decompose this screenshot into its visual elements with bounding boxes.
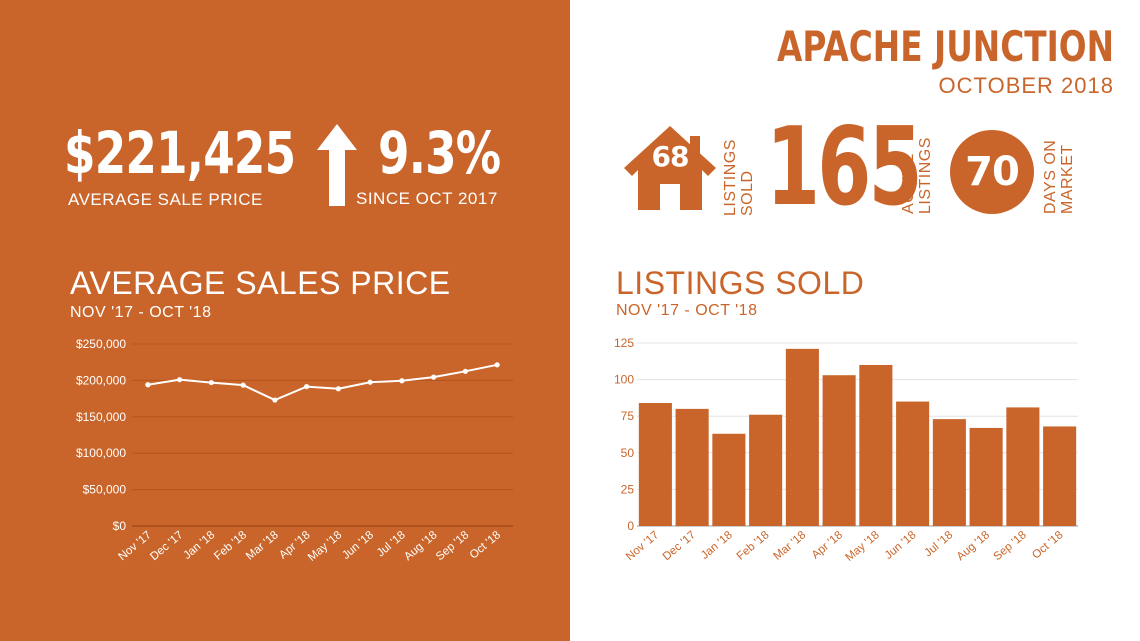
price-point xyxy=(462,368,468,374)
x-tick-label: Jan '18 xyxy=(699,529,735,562)
listings-sold-label: LISTINGS SOLD xyxy=(722,139,756,216)
listings-bar xyxy=(896,401,930,526)
x-tick-label: Aug '18 xyxy=(402,529,439,563)
price-chart-subtitle: NOV '17 - OCT '18 xyxy=(70,304,212,321)
y-tick-label: $50,000 xyxy=(83,483,127,497)
price-point xyxy=(272,397,278,403)
x-tick-label: Dec '17 xyxy=(148,529,185,563)
y-tick-label: 125 xyxy=(614,336,634,350)
price-point xyxy=(399,378,405,384)
listings-sold-value: 68 xyxy=(651,140,690,173)
listings-bar xyxy=(1043,426,1077,526)
x-tick-label: Nov '17 xyxy=(116,529,153,563)
y-tick-label: 25 xyxy=(621,482,635,496)
listings-sold-chart: 0 25 50 75 100 125 Nov '17 Dec '17 Jan '18 Feb '1… xyxy=(614,336,1078,564)
price-point xyxy=(494,362,500,368)
x-tick-label: Dec '17 xyxy=(661,529,698,563)
x-tick-label: Nov '17 xyxy=(624,529,661,563)
active-listings-value: 165 xyxy=(766,105,923,230)
y-tick-label: 75 xyxy=(621,409,635,423)
listings-bar xyxy=(785,348,819,526)
days-on-market-label: DAYS ON MARKET xyxy=(1042,139,1076,214)
listings-bar xyxy=(822,375,856,526)
y-tick-label: $0 xyxy=(113,519,127,533)
price-series-line xyxy=(147,363,498,402)
y-tick-label: 50 xyxy=(621,446,635,460)
active-listings-label: ACTIVE LISTINGS xyxy=(900,137,934,214)
listings-bar xyxy=(859,364,893,526)
y-tick-label: $250,000 xyxy=(76,337,126,351)
house-icon xyxy=(624,126,716,210)
price-point xyxy=(208,379,214,386)
listings-chart-subtitle: NOV '17 - OCT '18 xyxy=(616,302,758,319)
x-tick-label: Mar '18 xyxy=(771,529,808,563)
x-tick-label: May '18 xyxy=(844,529,882,564)
price-point xyxy=(367,379,373,385)
listings-bar xyxy=(932,419,966,526)
x-tick-label: Oct '18 xyxy=(1030,529,1065,561)
listings-bar xyxy=(969,427,1003,526)
x-tick-label: Jun '18 xyxy=(883,529,919,562)
x-tick-label: Feb '18 xyxy=(212,529,249,563)
x-tick-label: Jul '18 xyxy=(922,529,955,559)
listings-bar xyxy=(638,403,672,526)
y-tick-label: $200,000 xyxy=(76,373,126,387)
x-tick-label: Feb '18 xyxy=(735,529,772,563)
x-tick-label: Sep '18 xyxy=(434,529,471,563)
price-chart-title: AVERAGE SALES PRICE xyxy=(70,265,451,301)
price-point xyxy=(304,383,310,390)
arrow-up-icon xyxy=(317,124,357,206)
price-point xyxy=(240,382,246,388)
price-point xyxy=(145,382,151,388)
price-point xyxy=(431,374,437,380)
listings-bar xyxy=(675,408,709,526)
left-panel xyxy=(0,0,570,641)
price-point xyxy=(177,377,183,383)
y-tick-label: $100,000 xyxy=(76,446,126,460)
x-tick-label: May '18 xyxy=(306,529,344,564)
x-tick-label: Jun '18 xyxy=(340,529,376,562)
report-month: OCTOBER 2018 xyxy=(938,73,1114,98)
x-tick-label: Jan '18 xyxy=(181,529,217,562)
city-title: APACHE JUNCTION xyxy=(776,22,1114,71)
price-point xyxy=(335,386,341,392)
x-tick-label: Mar '18 xyxy=(244,529,281,563)
x-tick-label: Oct '18 xyxy=(468,529,503,561)
x-tick-label: Apr '18 xyxy=(810,529,845,561)
days-on-market-value: 70 xyxy=(950,130,1034,214)
y-tick-label: $150,000 xyxy=(76,410,126,424)
x-tick-label: Sep '18 xyxy=(991,529,1028,563)
average-sales-price-chart: $0 $50,000 $100,000 $150,000 $200,000 $250,00… xyxy=(76,337,513,564)
listings-bar xyxy=(749,414,783,526)
x-tick-label: Aug '18 xyxy=(955,529,992,563)
y-tick-label: 100 xyxy=(614,373,634,387)
listings-chart-title: LISTINGS SOLD xyxy=(616,265,865,301)
listings-bar xyxy=(712,433,746,526)
price-change-value: 9.3% xyxy=(378,119,501,187)
listings-bar xyxy=(1006,407,1040,526)
price-change-label: SINCE OCT 2017 xyxy=(356,189,498,208)
average-sale-price-value: $221,425 xyxy=(64,119,296,187)
y-tick-label: 0 xyxy=(627,519,634,533)
average-sale-price-label: AVERAGE SALE PRICE xyxy=(68,190,263,209)
